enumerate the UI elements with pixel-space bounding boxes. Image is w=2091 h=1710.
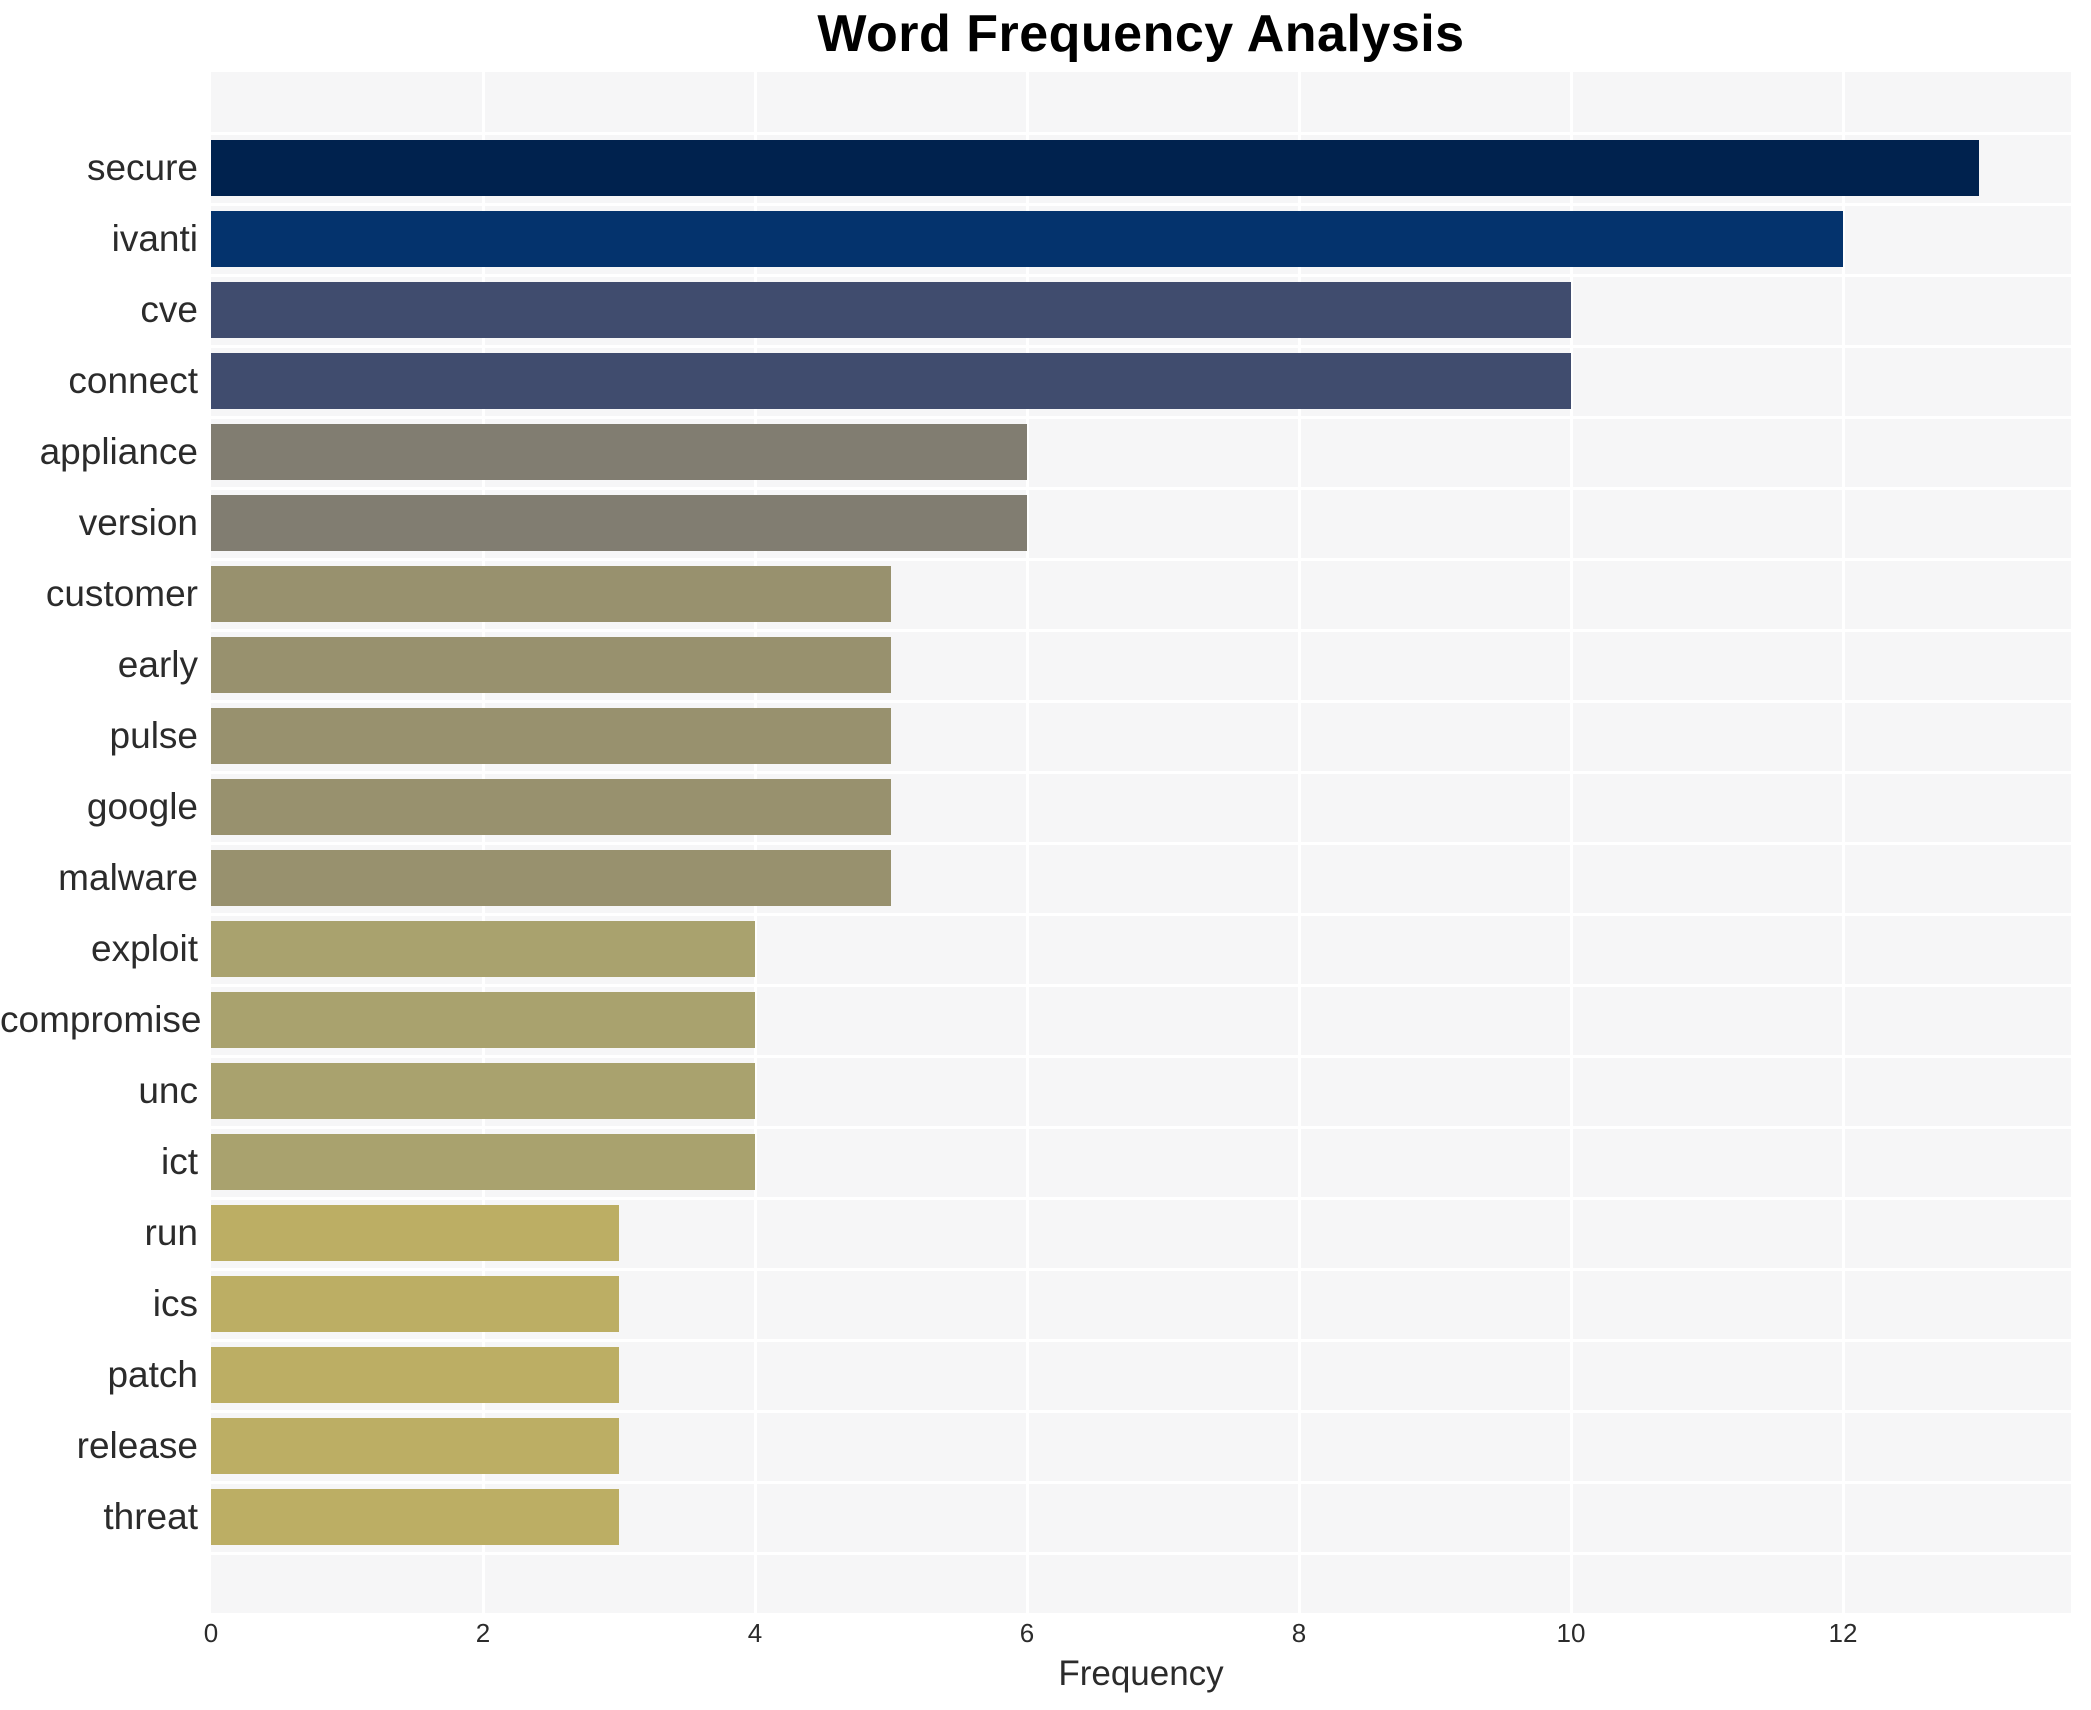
bar-ivanti: [211, 211, 1843, 267]
y-tick-label: ivanti: [111, 218, 198, 259]
bar-connect: [211, 353, 1571, 409]
bar-unc: [211, 1063, 755, 1119]
x-axis-ticks: 0 2 4 6 8 10 12: [0, 1618, 2091, 1652]
plot-area: [211, 72, 2071, 1613]
gridline-horizontal: [211, 1552, 2071, 1555]
gridline-horizontal: [211, 1481, 2071, 1484]
bar-run: [211, 1205, 619, 1261]
gridline-horizontal: [211, 132, 2071, 135]
y-tick-label: ics: [152, 1283, 198, 1324]
gridline-horizontal: [211, 700, 2071, 703]
bar-customer: [211, 566, 891, 622]
gridline-horizontal: [211, 913, 2071, 916]
gridline-horizontal: [211, 771, 2071, 774]
y-tick-label: threat: [103, 1496, 198, 1537]
y-tick-label: patch: [107, 1354, 198, 1395]
gridline-horizontal: [211, 1126, 2071, 1129]
y-tick-label: ict: [161, 1141, 198, 1182]
bar-google: [211, 779, 891, 835]
bar-ict: [211, 1134, 755, 1190]
chart-title: Word Frequency Analysis: [817, 5, 1465, 63]
y-tick-label: unc: [138, 1070, 198, 1111]
bar-secure: [211, 140, 1979, 196]
gridline-horizontal: [211, 629, 2071, 632]
bar-compromise: [211, 992, 755, 1048]
y-tick-label: appliance: [39, 431, 198, 472]
x-tick-label: 2: [475, 1618, 491, 1648]
bar-exploit: [211, 921, 755, 977]
gridline-horizontal: [211, 1055, 2071, 1058]
bar-release: [211, 1418, 619, 1474]
gridline-horizontal: [211, 842, 2071, 845]
gridline-horizontal: [211, 345, 2071, 348]
y-axis-labels: secure ivanti cve connect appliance version cu…: [0, 72, 202, 1613]
y-tick-label: exploit: [91, 928, 198, 969]
gridline-horizontal: [211, 203, 2071, 206]
bar-threat: [211, 1489, 619, 1545]
x-tick-label: 0: [203, 1618, 219, 1648]
bar-pulse: [211, 708, 891, 764]
y-tick-label: pulse: [109, 715, 198, 756]
y-tick-label: release: [76, 1425, 198, 1466]
bar-patch: [211, 1347, 619, 1403]
y-tick-label: customer: [45, 573, 198, 614]
y-tick-label: compromise: [0, 999, 202, 1040]
x-tick-label: 8: [1291, 1618, 1307, 1648]
x-tick-label: 4: [747, 1618, 763, 1648]
gridline-horizontal: [211, 984, 2071, 987]
y-tick-label: malware: [58, 857, 198, 898]
gridline-horizontal: [211, 1410, 2071, 1413]
y-tick-label: google: [86, 786, 198, 827]
y-tick-label: version: [78, 502, 198, 543]
y-tick-label: secure: [86, 147, 198, 188]
gridline-horizontal: [211, 558, 2071, 561]
bar-early: [211, 637, 891, 693]
bar-ics: [211, 1276, 619, 1332]
y-tick-label: early: [117, 644, 198, 685]
gridline-horizontal: [211, 274, 2071, 277]
x-tick-label: 12: [1828, 1618, 1858, 1648]
y-tick-label: cve: [140, 289, 198, 330]
bar-appliance: [211, 424, 1027, 480]
bar-malware: [211, 850, 891, 906]
bar-cve: [211, 282, 1571, 338]
gridline-horizontal: [211, 416, 2071, 419]
y-tick-label: connect: [68, 360, 198, 401]
bar-version: [211, 495, 1027, 551]
gridline-horizontal: [211, 1197, 2071, 1200]
gridline-horizontal: [211, 1268, 2071, 1271]
y-tick-label: run: [144, 1212, 198, 1253]
x-axis-label: Frequency: [1058, 1654, 1224, 1693]
x-tick-label: 6: [1019, 1618, 1035, 1648]
gridline-horizontal: [211, 1339, 2071, 1342]
gridline-horizontal: [211, 487, 2071, 490]
x-tick-label: 10: [1556, 1618, 1586, 1648]
